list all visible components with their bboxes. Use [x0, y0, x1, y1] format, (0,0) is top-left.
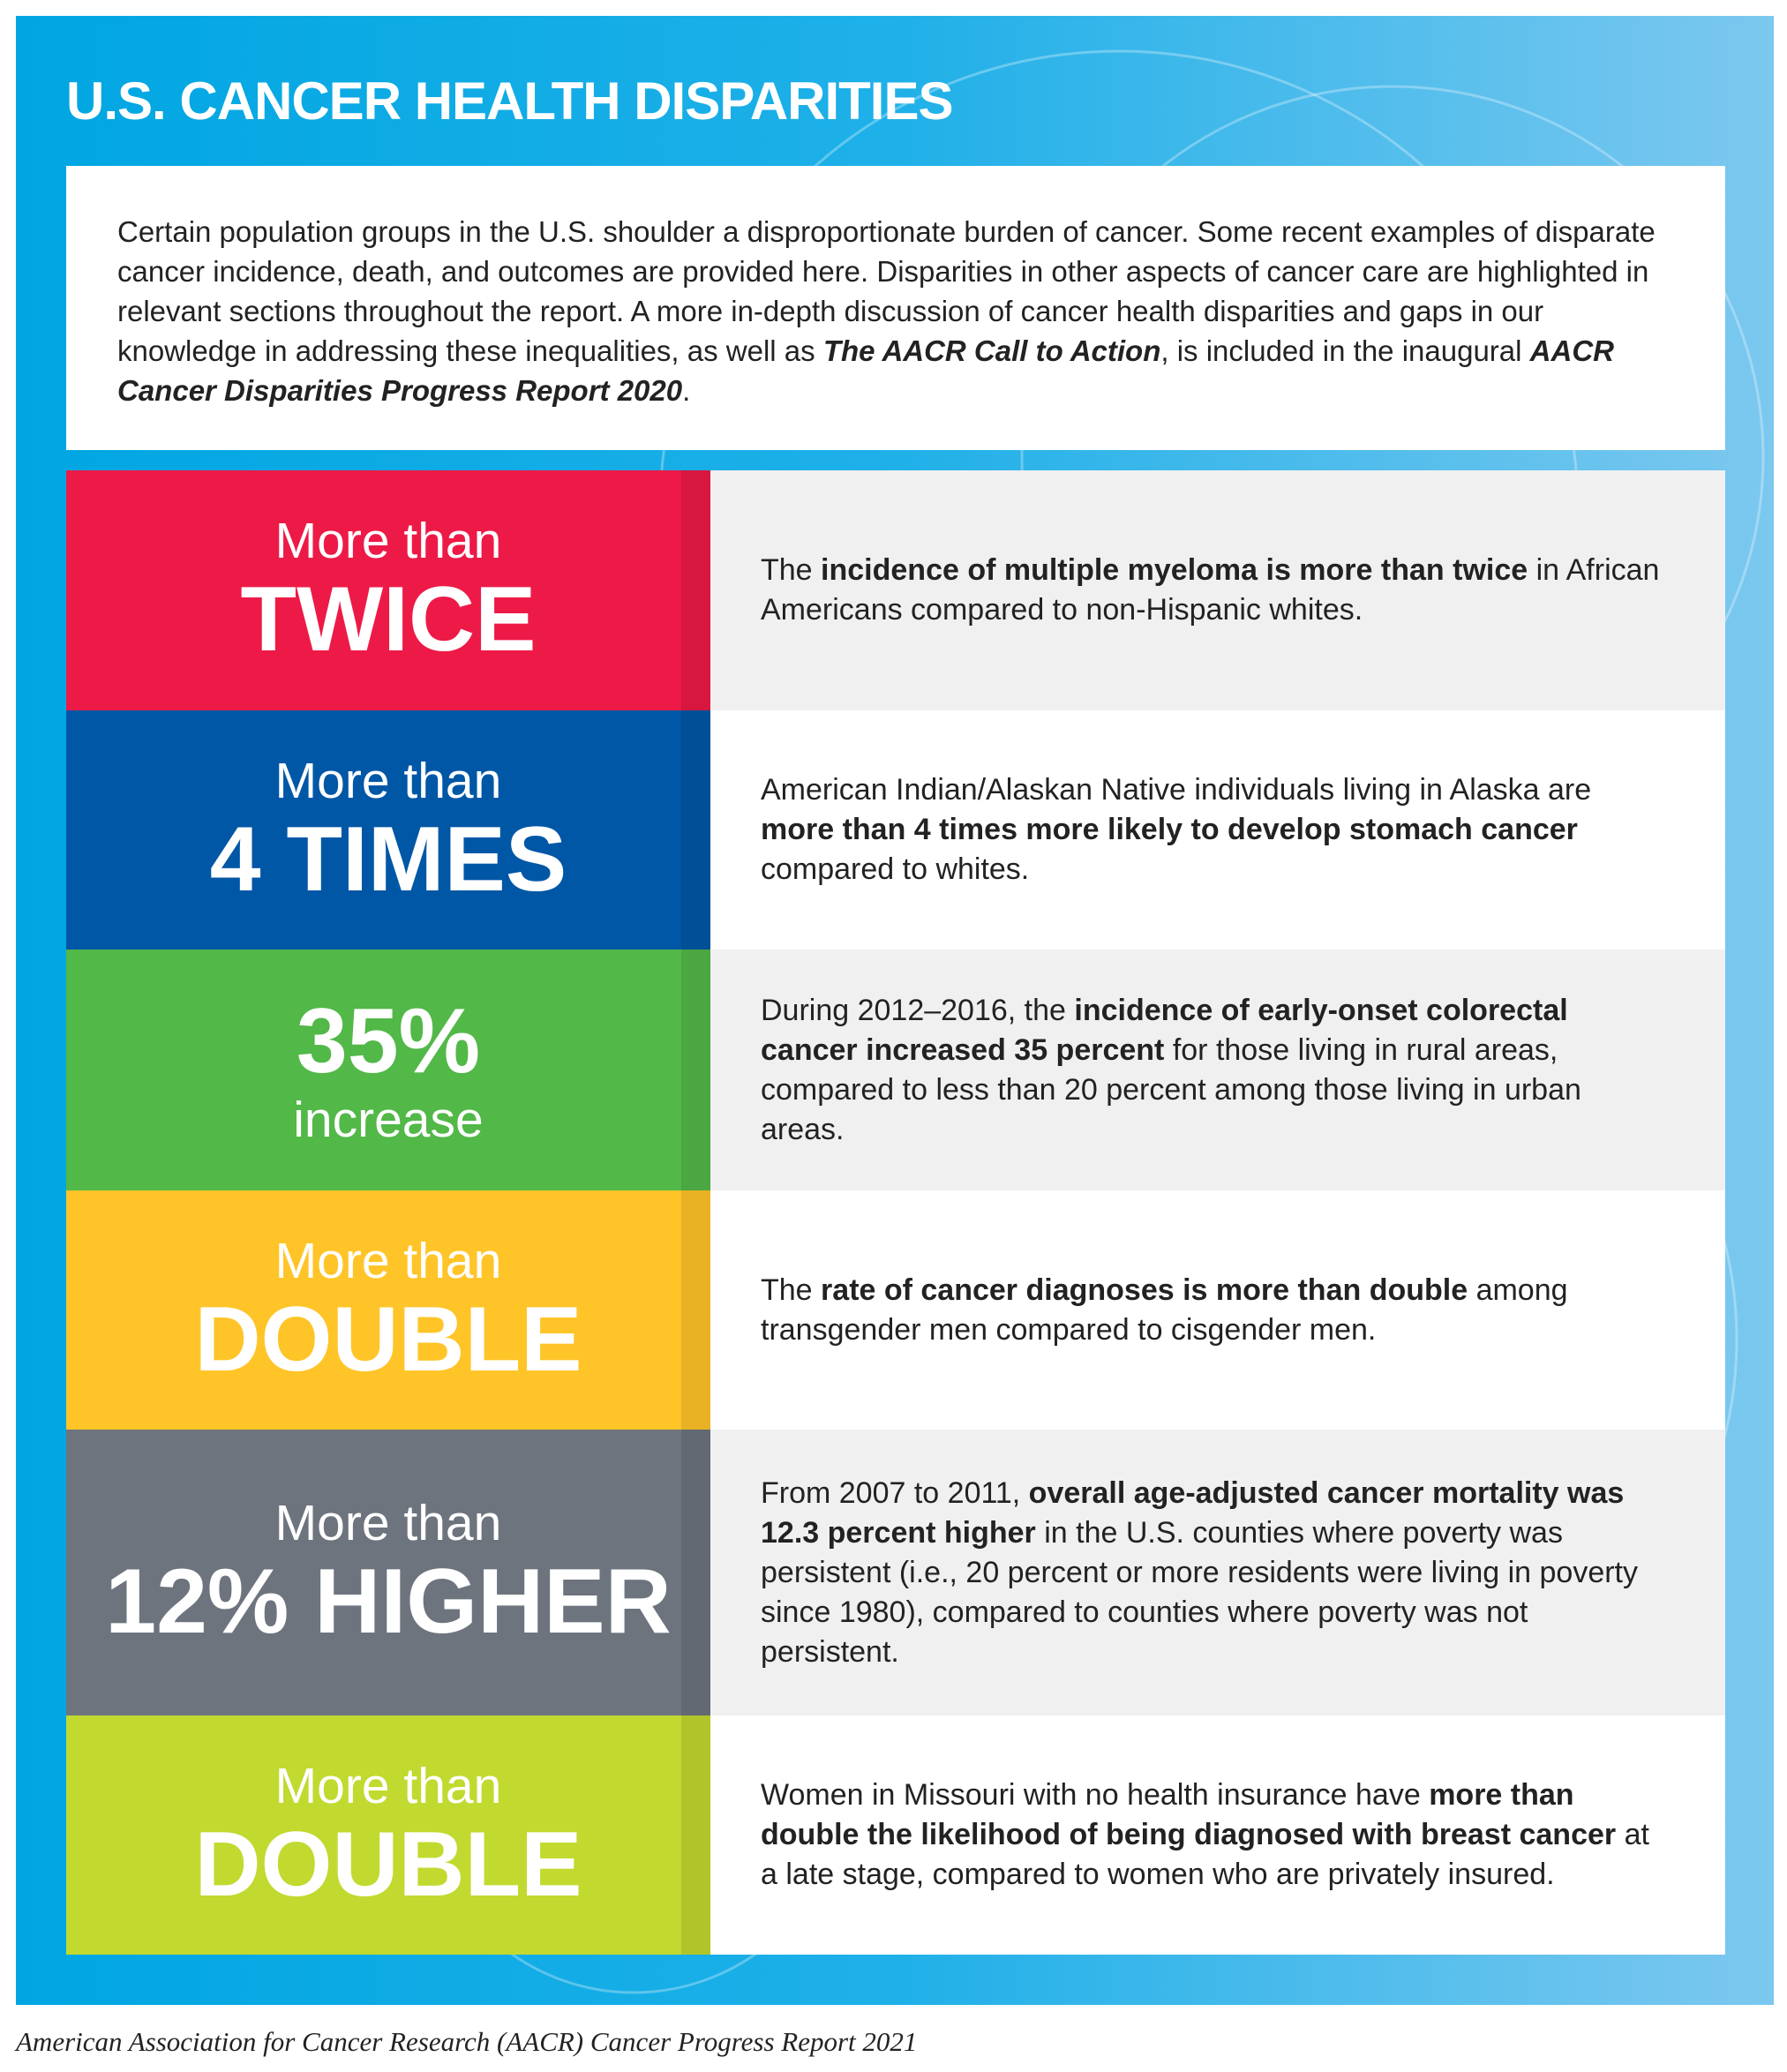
bold-text: AACR Cancer Disparities Progress Report …: [117, 334, 1614, 407]
stat-row: 35% increase During 2012–2016, the inciden…: [66, 950, 1725, 1190]
text: Women in Missouri with no health insuran…: [761, 1778, 1430, 1812]
stat-description: Women in Missouri with no health insuran…: [710, 1715, 1725, 1955]
stripe-divider: [681, 1190, 710, 1430]
stat-label: More than: [274, 513, 502, 569]
stat-value: DOUBLE: [194, 1813, 582, 1916]
bold-text: more than 4 times more likely to develop…: [761, 813, 1578, 846]
stat-highlight: More than DOUBLE: [66, 1715, 710, 1955]
text: in African Americans compared to non-His…: [761, 553, 1660, 627]
stat-description: The rate of cancer diagnoses is more tha…: [710, 1190, 1725, 1430]
bold-text: incidence of early-onset colorectal canc…: [761, 993, 1568, 1067]
stat-description: From 2007 to 2011, overall age-adjusted …: [710, 1430, 1725, 1715]
page-title: U.S. CANCER HEALTH DISPARITIES: [66, 71, 954, 131]
bold-text: The AACR Call to Action: [822, 334, 1161, 367]
description-text: From 2007 to 2011, overall age-adjusted …: [761, 1474, 1672, 1672]
stat-highlight: More than TWICE: [66, 470, 710, 710]
description-text: American Indian/Alaskan Native individua…: [761, 770, 1672, 890]
bold-text: incidence of multiple myeloma is more th…: [821, 553, 1528, 587]
stripe-divider: [681, 1430, 710, 1715]
text: among transgender men compared to cisgen…: [761, 1272, 1568, 1347]
bold-text: overall age-adjusted cancer mortality wa…: [761, 1475, 1625, 1550]
stat-value: 35%: [296, 989, 481, 1092]
stat-row: More than DOUBLE The rate of cancer diagno…: [66, 1190, 1725, 1430]
stat-label: More than: [274, 1757, 502, 1814]
stripe-divider: [681, 1715, 710, 1955]
stat-rows: More than TWICE The incidence of multiple …: [66, 470, 1725, 1955]
stat-highlight: More than 12% HIGHER: [66, 1430, 710, 1715]
description-text: During 2012–2016, the incidence of early…: [761, 991, 1672, 1150]
description-text: The rate of cancer diagnoses is more tha…: [761, 1271, 1672, 1350]
stat-description: American Indian/Alaskan Native individua…: [710, 710, 1725, 950]
text: During 2012–2016, the: [761, 993, 1075, 1027]
stat-description: The incidence of multiple myeloma is mor…: [710, 470, 1725, 710]
text: for those living in rural areas, compare…: [761, 1032, 1581, 1146]
description-text: Women in Missouri with no health insuran…: [761, 1775, 1672, 1895]
stat-row: More than 4 TIMES American Indian/Alaskan …: [66, 710, 1725, 950]
stat-label: increase: [293, 1091, 484, 1148]
source-caption: American Association for Cancer Research…: [16, 2026, 918, 2057]
stat-highlight: 35% increase: [66, 950, 710, 1190]
infographic-frame: U.S. CANCER HEALTH DISPARITIES Certain p…: [16, 16, 1774, 2005]
stat-value: 12% HIGHER: [105, 1550, 672, 1653]
stat-value: 4 TIMES: [209, 807, 567, 911]
stat-highlight: More than 4 TIMES: [66, 710, 710, 950]
description-text: The incidence of multiple myeloma is mor…: [761, 551, 1672, 630]
stat-description: During 2012–2016, the incidence of early…: [710, 950, 1725, 1190]
text: From 2007 to 2011,: [761, 1475, 1029, 1510]
text: The: [761, 553, 822, 587]
stripe-divider: [681, 950, 710, 1190]
text: in the U.S. counties where poverty was p…: [761, 1515, 1639, 1669]
stat-row: More than DOUBLE Women in Missouri with no…: [66, 1715, 1725, 1955]
stat-value: TWICE: [240, 568, 537, 671]
text: American Indian/Alaskan Native individua…: [761, 773, 1592, 807]
text: The: [761, 1272, 822, 1307]
stat-highlight: More than DOUBLE: [66, 1190, 710, 1430]
stat-value: DOUBLE: [194, 1287, 582, 1391]
text: , is included in the inaugural: [1160, 334, 1530, 367]
stripe-divider: [681, 710, 710, 950]
bold-text: more than double the likelihood of being…: [761, 1778, 1617, 1851]
intro-text: Certain population groups in the U.S. sh…: [66, 166, 1725, 450]
stat-label: More than: [274, 752, 502, 809]
text: at a late stage, compared to women who a…: [761, 1818, 1649, 1891]
stat-label: More than: [274, 1495, 502, 1551]
stripe-divider: [681, 470, 710, 710]
text: compared to whites.: [761, 852, 1030, 886]
stat-row: More than 12% HIGHER From 2007 to 2011, ov…: [66, 1430, 1725, 1715]
text: Certain population groups in the U.S. sh…: [117, 215, 1656, 367]
bold-text: rate of cancer diagnoses is more than do…: [821, 1272, 1468, 1307]
stat-label: More than: [274, 1232, 502, 1289]
text: .: [682, 374, 691, 407]
stat-row: More than TWICE The incidence of multiple …: [66, 470, 1725, 710]
